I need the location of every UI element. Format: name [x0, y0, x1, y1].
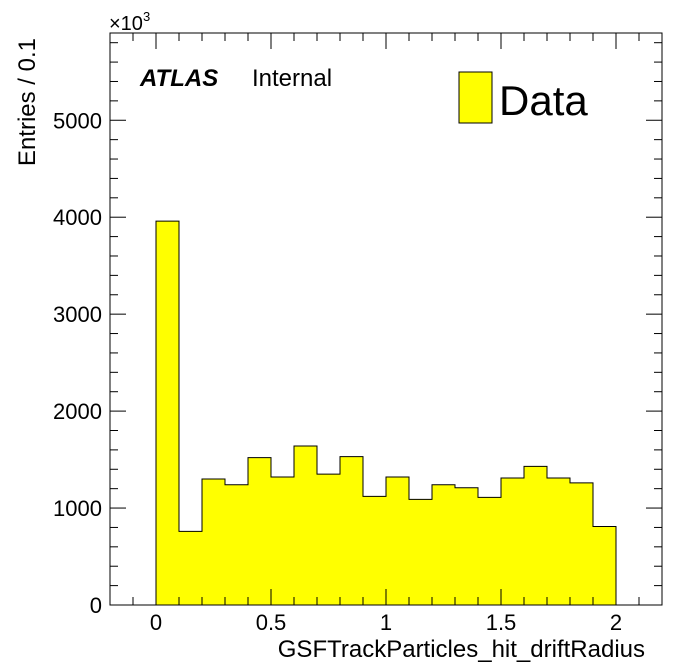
y-tick-labels: 0 1000 2000 3000 4000 5000 — [53, 108, 102, 618]
x-tick-label: 0 — [150, 610, 162, 635]
y-tick-label: 0 — [90, 593, 102, 618]
histogram-bar — [524, 466, 547, 605]
histogram-bar — [317, 474, 340, 605]
legend-swatch-data — [458, 71, 493, 124]
x-axis-label: GSFTrackParticles_hit_driftRadius — [278, 636, 645, 663]
histogram-bar — [593, 526, 616, 605]
histogram-bar — [294, 446, 317, 605]
histogram-bar — [455, 487, 478, 605]
legend: Data — [458, 71, 588, 124]
y-tick-label: 4000 — [53, 205, 102, 230]
y-axis-multiplier: ×103 — [109, 9, 150, 35]
y-tick-label: 3000 — [53, 302, 102, 327]
histogram-bar — [478, 497, 501, 605]
histogram-bar — [340, 456, 363, 605]
x-tick-label: 1.5 — [486, 610, 517, 635]
histogram-bars — [155, 220, 617, 605]
histogram-bar — [570, 482, 593, 605]
histogram-bar — [409, 499, 432, 605]
histogram-bar — [501, 477, 524, 605]
histogram-bar — [179, 531, 202, 605]
histogram-outline — [155, 220, 617, 605]
histogram-bar — [225, 484, 248, 605]
x-tick-label: 0.5 — [256, 610, 287, 635]
x-tick-label: 2 — [610, 610, 622, 635]
x-tick-label: 1 — [380, 610, 392, 635]
histogram-bar — [202, 478, 225, 605]
y-axis-label: Entries / 0.1 — [14, 38, 41, 166]
histogram-bar — [271, 477, 294, 605]
histogram-bar — [248, 457, 271, 605]
histogram-bar — [363, 496, 386, 605]
y-tick-label: 2000 — [53, 399, 102, 424]
y-tick-label: 5000 — [53, 108, 102, 133]
y-tick-label: 1000 — [53, 496, 102, 521]
internal-label: Internal — [252, 65, 332, 92]
histogram-bar — [156, 221, 179, 605]
legend-label-data: Data — [499, 77, 588, 124]
histogram-bar — [547, 477, 570, 605]
axis-ticks — [109, 33, 663, 606]
histogram-bar — [432, 484, 455, 605]
histogram-bar — [386, 477, 409, 605]
x-tick-labels: 0 0.5 1 1.5 2 — [150, 610, 622, 635]
atlas-label: ATLAS — [139, 65, 218, 92]
